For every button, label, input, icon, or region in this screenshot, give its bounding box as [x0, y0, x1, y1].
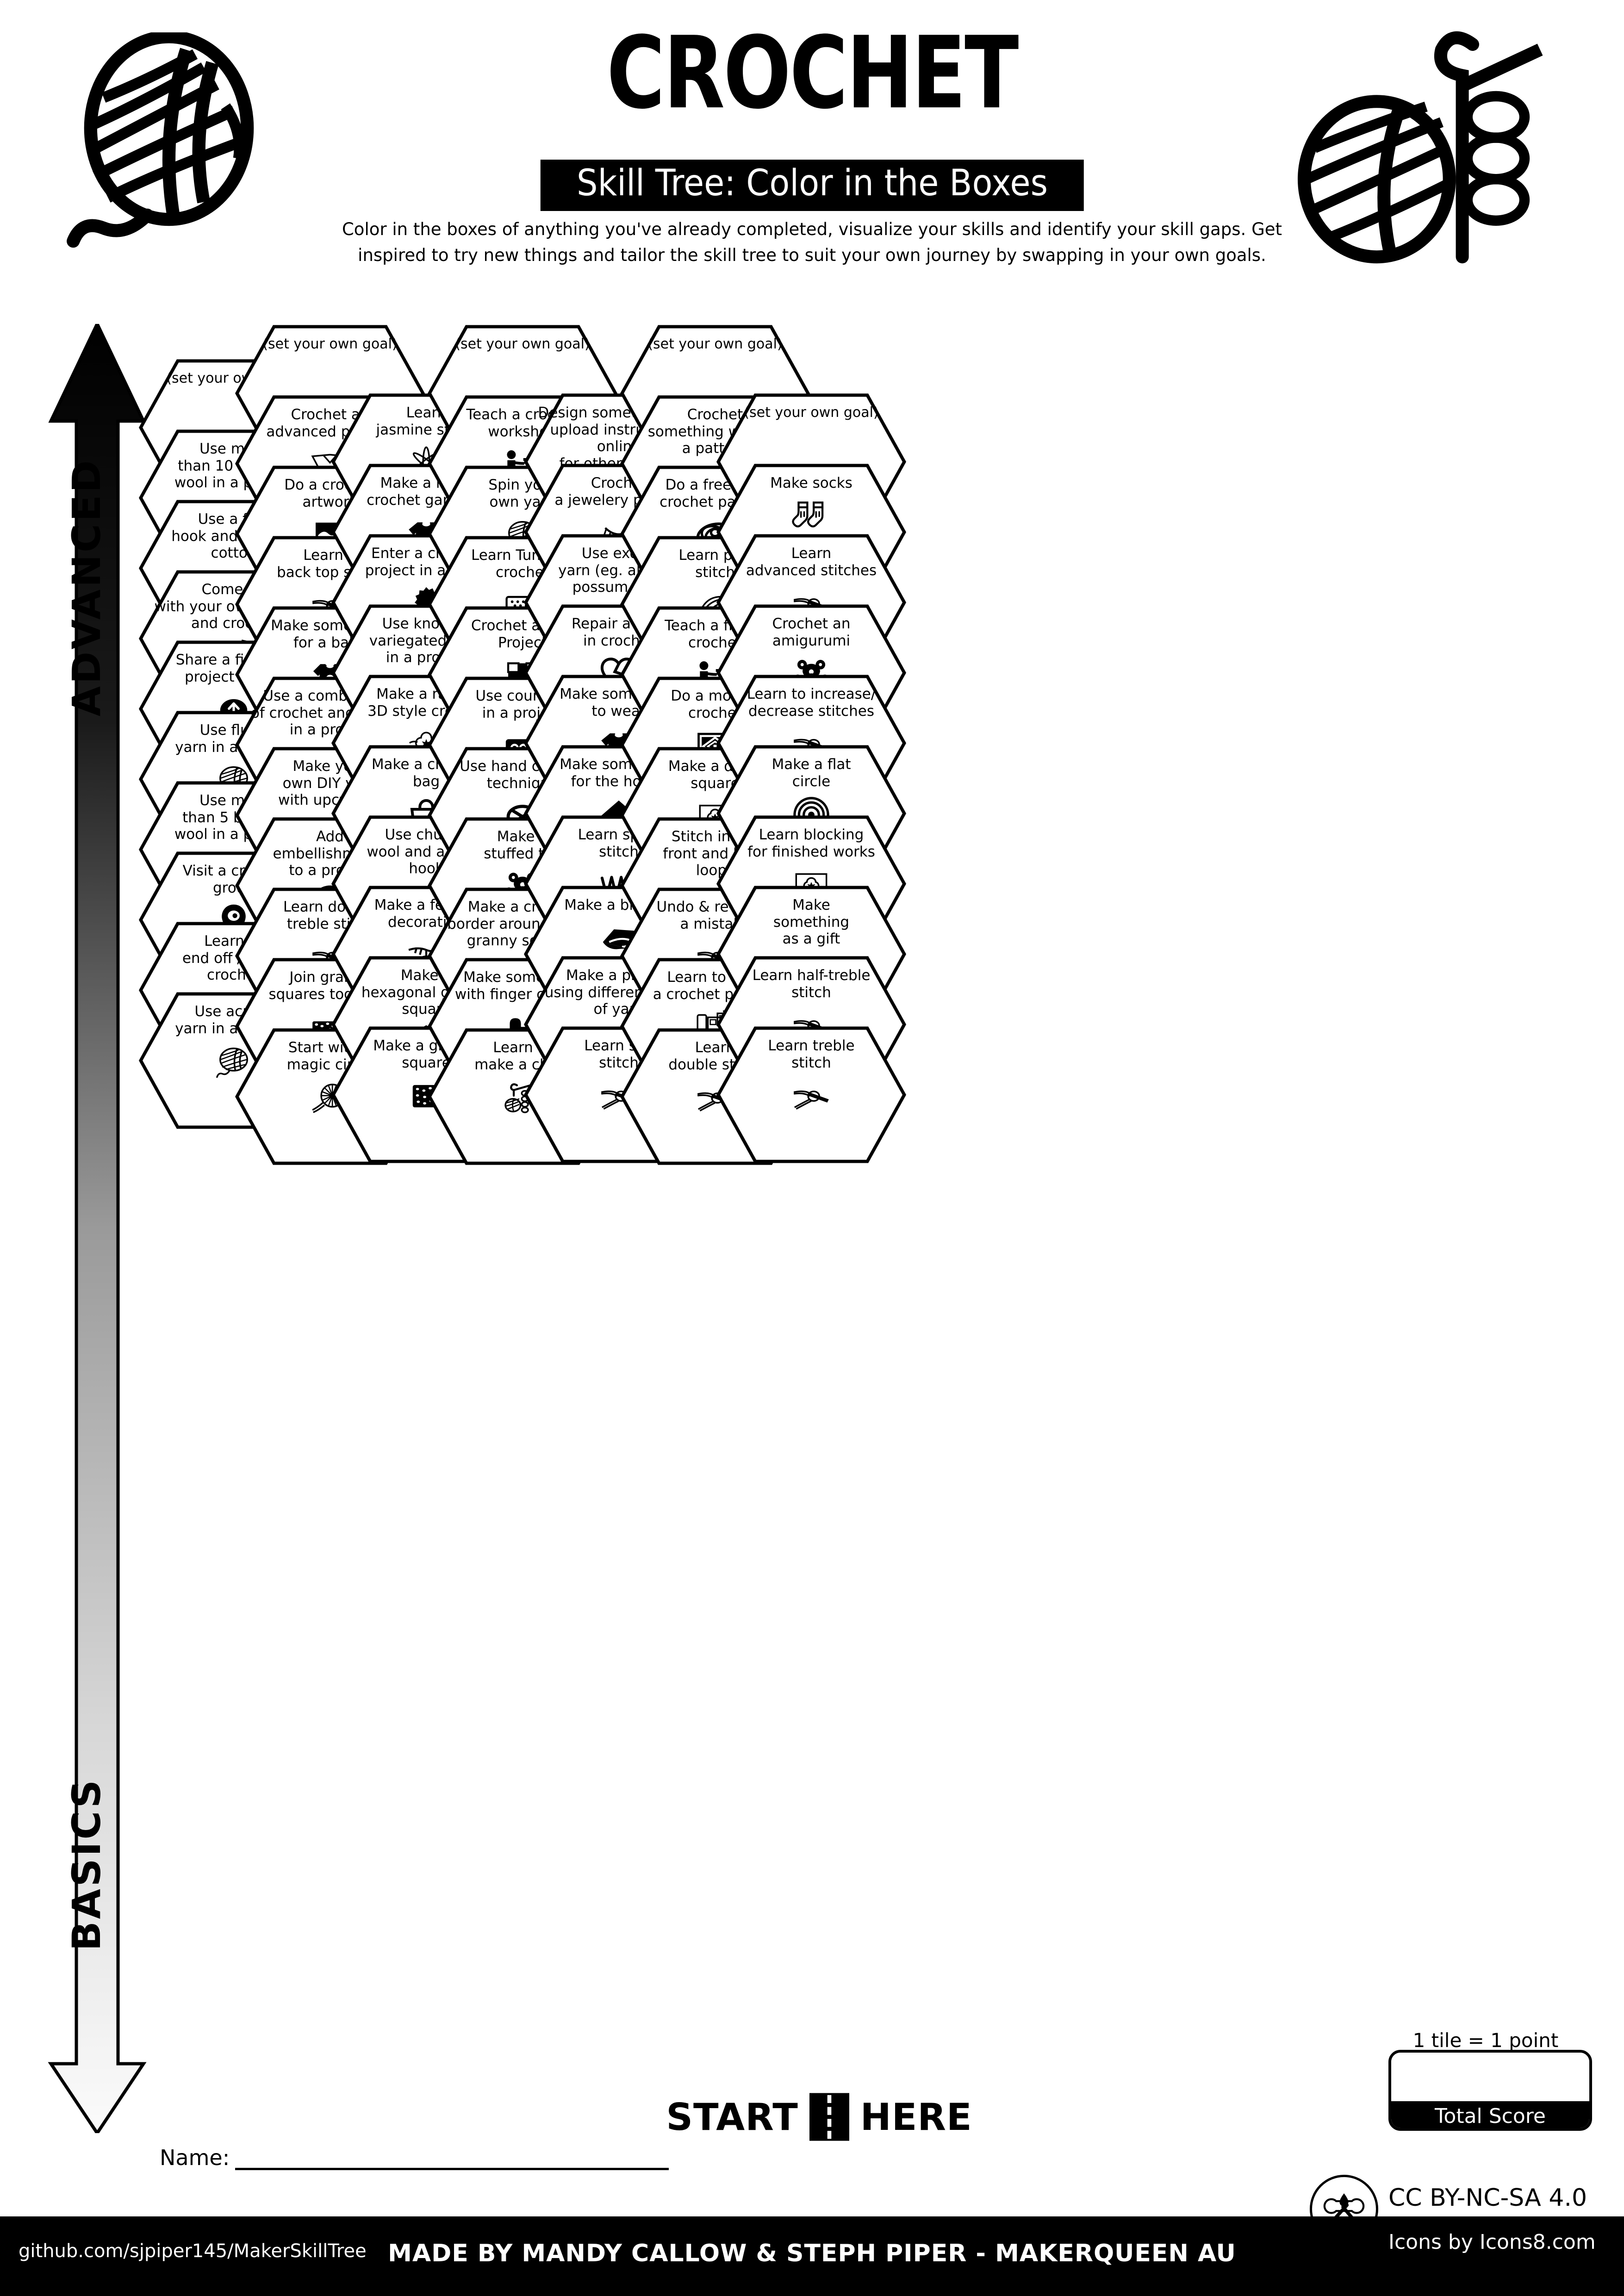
yarn-ball-icon — [60, 30, 278, 250]
skill-tile-label: Make something as a gift — [773, 897, 850, 948]
skill-tile-label: (set your own goal) — [262, 336, 398, 352]
page-header: CROCHET Skill Tree: Color in the Boxes C… — [0, 0, 1624, 296]
total-score-label: Total Score — [1391, 2101, 1589, 2128]
skill-tile-label: Make socks — [770, 475, 852, 491]
page-description: Color in the boxes of anything you've al… — [342, 219, 1282, 265]
footer-bar — [0, 2216, 1624, 2296]
total-score-box[interactable]: Total Score — [1388, 2050, 1592, 2131]
start-here-marker: START HERE — [643, 2091, 995, 2142]
chain-hook-icon — [501, 1077, 544, 1119]
footer-repo-link[interactable]: github.com/sjpiper145/MakerSkillTree — [19, 2240, 367, 2262]
crochet-hook-knot-icon — [790, 1075, 833, 1117]
skill-tile-label: Crochet an amigurumi — [772, 615, 851, 649]
skill-tile-label: Learn treble stitch — [768, 1037, 855, 1071]
tile-point-note: 1 tile = 1 point — [1412, 2029, 1559, 2052]
name-field-row[interactable]: Name: — [160, 2138, 669, 2170]
page-title: CROCHET — [606, 15, 1019, 131]
road-icon — [809, 2093, 849, 2141]
skill-tile-label: Learn to increase/decrease stitches — [747, 686, 876, 720]
skill-tile-label: (set your own goal) — [744, 404, 879, 421]
skill-tile-label: Learn half-treble stitch — [752, 967, 871, 1001]
start-label: START — [666, 2095, 798, 2139]
skill-tile-label: Learn blocking for finished works — [747, 826, 875, 860]
license-text: CC BY-NC-SA 4.0 — [1388, 2184, 1587, 2212]
total-score-input[interactable] — [1391, 2053, 1589, 2101]
footer-credits: MADE BY MANDY CALLOW & STEPH PIPER - MAK… — [388, 2240, 1236, 2267]
page-subtitle: Skill Tree: Color in the Boxes — [540, 160, 1084, 211]
socks-icon — [790, 496, 833, 538]
here-label: HERE — [860, 2095, 972, 2139]
crochet-hook-yarn-icon — [1291, 19, 1550, 278]
skill-tile-label: (set your own goal) — [455, 336, 590, 352]
yarn-ball-icon — [212, 1041, 255, 1083]
skill-tile-label: Learn advanced stitches — [746, 545, 877, 579]
name-input[interactable] — [235, 2145, 669, 2170]
page-subtitle-text: Skill Tree: Color in the Boxes — [576, 162, 1048, 204]
name-label: Name: — [160, 2145, 230, 2170]
skill-tile[interactable]: Learn treble stitch — [716, 1025, 907, 1164]
difficulty-axis: ADVANCED BASICS — [44, 324, 150, 2133]
skill-tile-label: Make a flat circle — [772, 756, 851, 790]
icons-credit-text: Icons by Icons8.com — [1388, 2230, 1596, 2254]
skill-tile-label: (set your own goal) — [647, 336, 783, 352]
